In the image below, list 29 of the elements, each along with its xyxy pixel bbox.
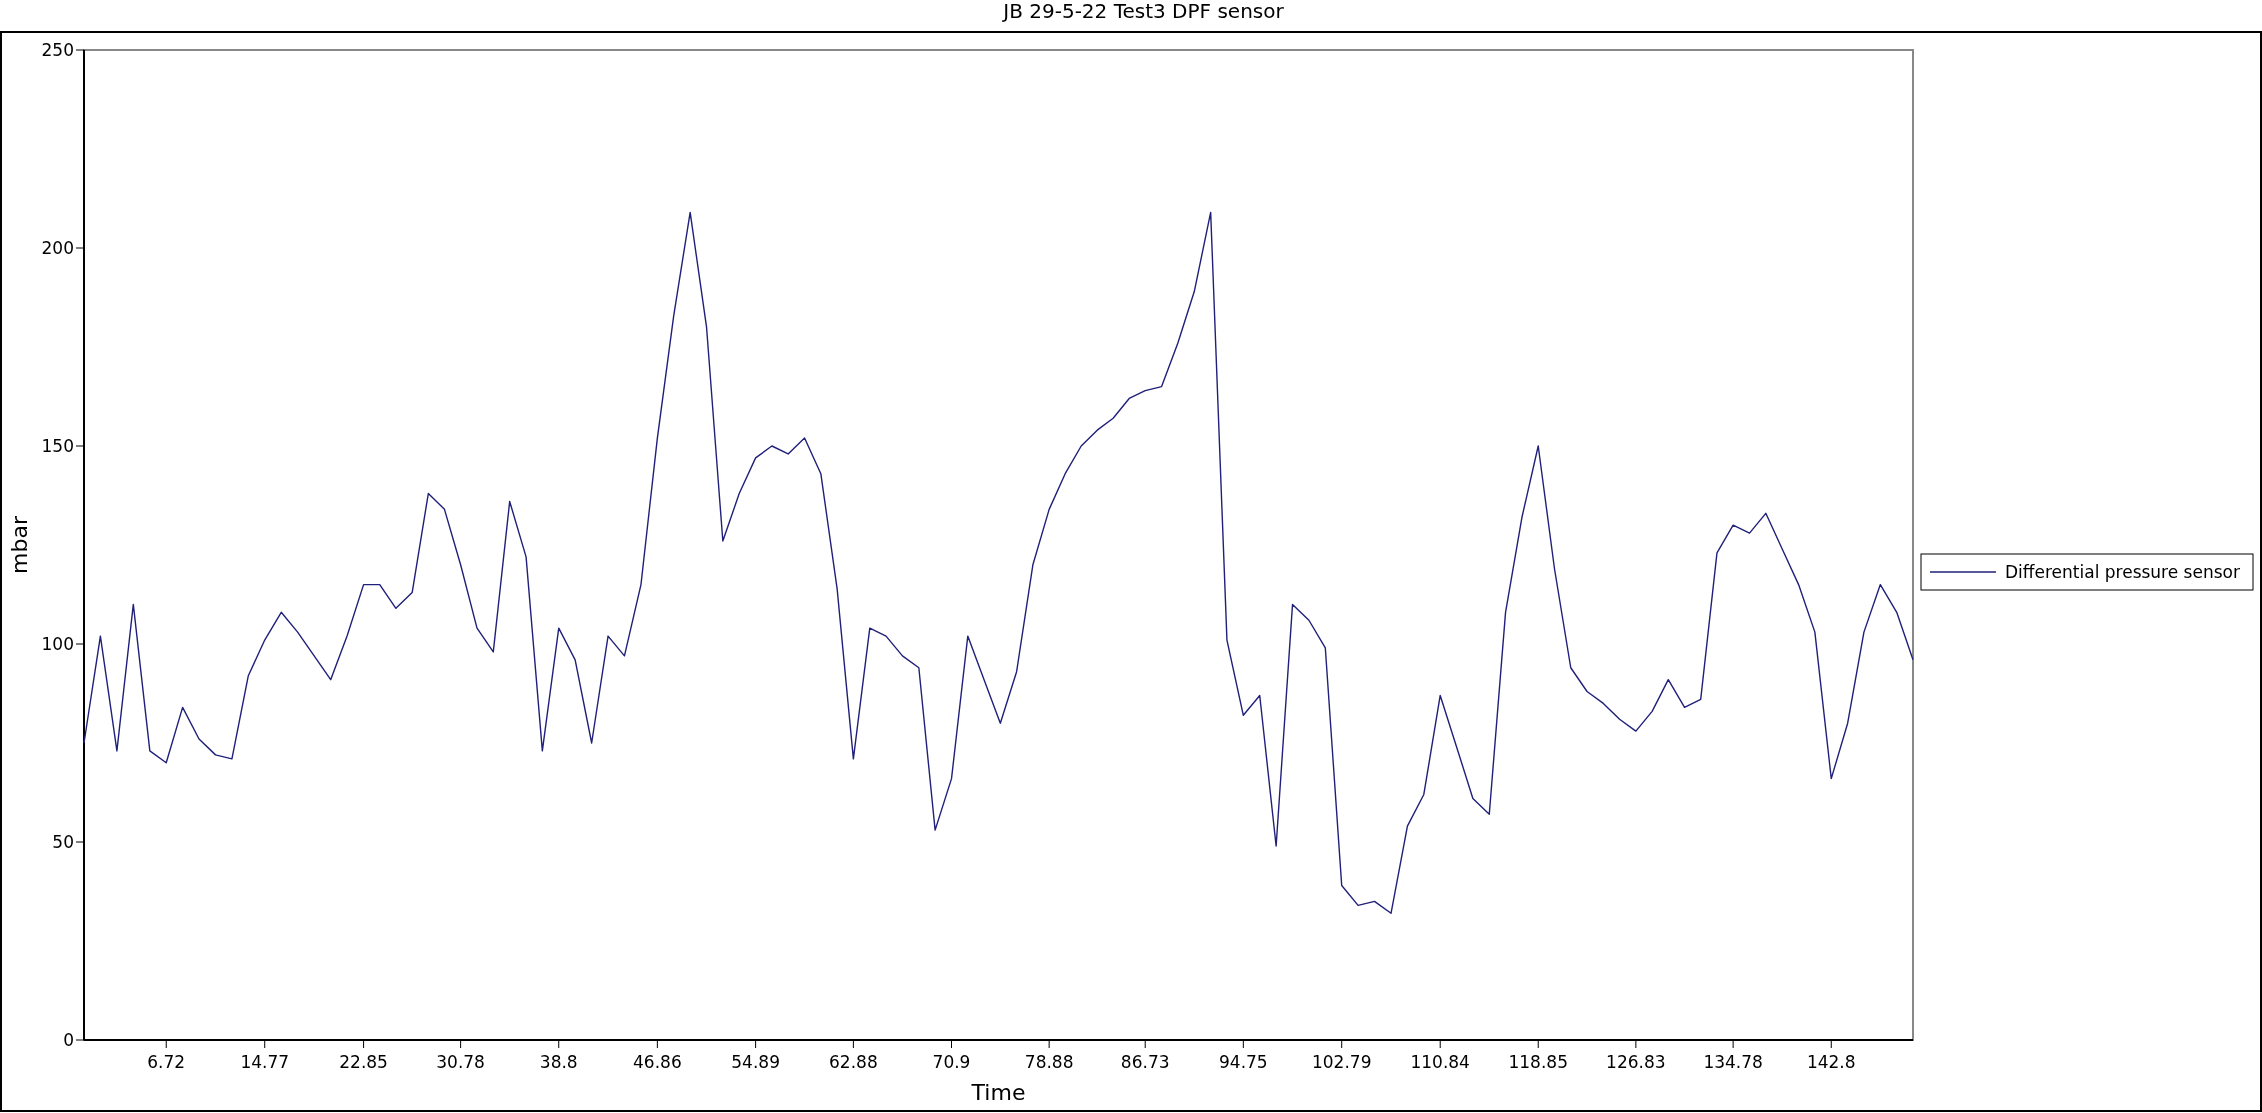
x-tick-label: 102.79 [1311, 1052, 1372, 1072]
x-tick-label: 30.78 [436, 1052, 485, 1072]
x-tick-label: 70.9 [932, 1052, 971, 1072]
line-series [83, 211, 1914, 914]
y-axis-title: mbar [7, 515, 32, 574]
x-tick-label: 46.86 [633, 1052, 682, 1072]
y-tick-label: 200 [41, 237, 74, 258]
x-tick-label: 94.75 [1219, 1052, 1268, 1072]
x-tick-label: 118.85 [1508, 1052, 1568, 1072]
x-tick-label: 78.88 [1024, 1052, 1074, 1072]
y-tick-label: 0 [63, 1029, 74, 1050]
x-tick-label: 142.8 [1806, 1052, 1856, 1072]
x-tick-label: 110.84 [1410, 1052, 1470, 1072]
x-tick-label: 126.83 [1606, 1052, 1666, 1072]
x-tick-label: 6.72 [147, 1052, 186, 1072]
x-tick-label: 134.78 [1703, 1052, 1763, 1072]
y-tick-label: 50 [52, 831, 74, 852]
x-tick-label: 22.85 [339, 1052, 388, 1072]
legend-label: Differential pressure sensor [2005, 561, 2240, 582]
y-tick-label: 150 [41, 435, 74, 456]
x-tick-label: 54.89 [731, 1052, 780, 1072]
y-tick-label: 250 [41, 39, 74, 60]
x-tick-label: 38.8 [539, 1052, 578, 1072]
x-tick-label: 86.73 [1120, 1052, 1170, 1072]
x-tick-label: 62.88 [829, 1052, 878, 1072]
x-axis-title: Time [970, 1080, 1026, 1105]
x-tick-label: 14.77 [240, 1052, 290, 1072]
chart-title: JB 29-5-22 Test3 DPF sensor [1001, 0, 1285, 23]
y-tick-label: 100 [41, 633, 74, 654]
